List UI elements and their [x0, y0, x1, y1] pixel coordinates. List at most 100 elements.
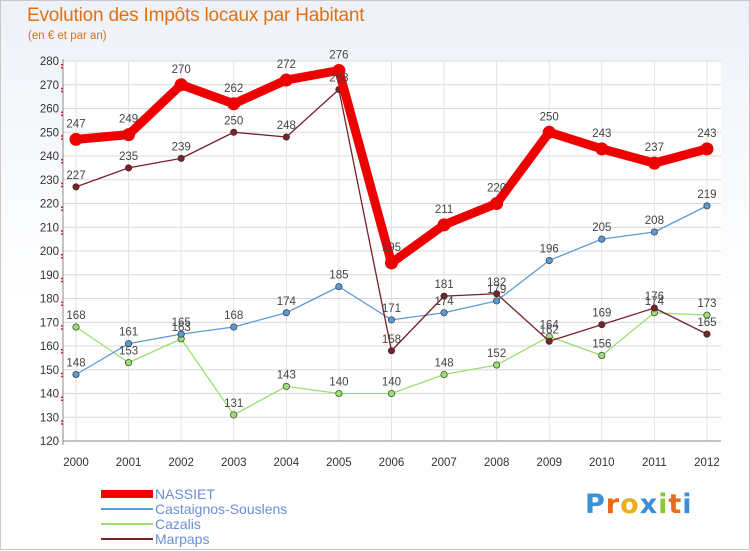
data-point — [598, 235, 606, 243]
data-point — [598, 351, 606, 360]
data-point — [598, 321, 606, 329]
y-axis-dot — [61, 67, 63, 69]
data-label: 268 — [329, 73, 348, 85]
data-point — [282, 382, 290, 390]
x-tick-label: 2008 — [484, 457, 510, 469]
data-point — [490, 197, 504, 210]
y-axis-dot — [61, 182, 63, 185]
data-label: 195 — [382, 242, 401, 254]
data-label: 237 — [645, 142, 664, 154]
logo-letter: i — [658, 489, 669, 520]
y-tick-label: 140 — [40, 389, 59, 401]
data-label: 148 — [434, 358, 453, 370]
y-tick-label: 190 — [40, 270, 59, 282]
data-label: 174 — [434, 296, 454, 308]
data-point — [545, 337, 553, 345]
data-point — [230, 323, 238, 331]
logo-letter: i — [682, 489, 693, 520]
chart-title: Evolution des Impôts locaux par Habitant — [27, 5, 365, 26]
data-point — [177, 330, 185, 338]
proxiti-logo: Proxiti — [585, 489, 693, 520]
y-tick-label: 160 — [40, 341, 59, 353]
data-label: 219 — [697, 189, 716, 201]
data-point — [437, 218, 451, 232]
data-point — [703, 311, 711, 319]
x-tick-label: 2003 — [221, 457, 247, 469]
y-axis-dot — [61, 423, 63, 425]
x-tick-label: 2002 — [168, 457, 194, 469]
chart-subtitle: (en € et par an) — [28, 30, 107, 42]
data-point — [647, 156, 661, 170]
data-label: 162 — [540, 324, 559, 336]
data-label: 235 — [119, 151, 138, 163]
logo-letter: o — [620, 489, 640, 520]
y-axis-dot — [61, 372, 63, 375]
legend-swatch — [101, 490, 153, 498]
data-point — [125, 340, 133, 348]
data-point — [440, 292, 448, 300]
data-point — [650, 228, 658, 236]
x-tick-label: 2004 — [274, 457, 300, 469]
y-axis-dot — [61, 257, 63, 259]
y-axis-dot — [61, 138, 63, 140]
y-tick-label: 170 — [40, 317, 59, 329]
data-label: 250 — [540, 111, 559, 123]
data-label: 181 — [434, 279, 453, 291]
data-label: 168 — [66, 310, 85, 322]
x-tick-label: 2006 — [379, 457, 405, 469]
y-axis-dot — [61, 420, 63, 422]
data-label: 173 — [697, 298, 716, 310]
logo-letter: r — [605, 489, 621, 520]
x-tick-label: 2005 — [326, 457, 352, 469]
data-label: 140 — [382, 377, 401, 389]
data-point — [72, 370, 80, 379]
data-label: 272 — [277, 59, 296, 71]
y-axis-dot — [61, 375, 63, 378]
data-label: 211 — [435, 204, 453, 216]
data-point — [440, 309, 448, 317]
legend-label: Castaignos-Souslens — [155, 501, 288, 517]
data-label: 169 — [592, 308, 611, 320]
logo-letter: x — [639, 489, 659, 520]
legend-label: Marpaps — [155, 531, 210, 547]
data-point — [230, 411, 238, 419]
data-point — [125, 359, 133, 367]
data-label: 176 — [645, 291, 664, 303]
data-label: 158 — [382, 334, 401, 346]
y-tick-label: 210 — [40, 222, 59, 234]
data-label: 164 — [540, 320, 560, 332]
x-tick-label: 2012 — [694, 457, 720, 469]
x-tick-label: 2009 — [536, 457, 562, 469]
y-tick-label: 150 — [40, 365, 59, 377]
y-axis-dot — [61, 159, 63, 161]
legend-label: NASSIET — [155, 486, 215, 502]
data-point — [332, 64, 346, 77]
data-label: 131 — [224, 398, 243, 410]
y-axis-dot — [61, 325, 63, 327]
y-axis-dot — [61, 209, 63, 211]
data-point — [282, 133, 290, 141]
data-label: 220 — [487, 183, 506, 195]
data-point — [387, 316, 396, 324]
y-axis-dot — [61, 352, 63, 354]
data-point — [72, 183, 80, 191]
data-label: 185 — [329, 270, 348, 282]
data-point — [177, 154, 185, 162]
data-label: 243 — [697, 128, 716, 140]
x-tick-label: 2007 — [431, 457, 457, 469]
logo-letter: P — [585, 489, 606, 520]
data-point — [125, 164, 133, 172]
y-axis-dot — [61, 111, 63, 113]
data-point — [595, 142, 609, 156]
y-axis-dot — [61, 233, 63, 235]
x-tick-label: 2011 — [642, 457, 667, 469]
y-axis-dot — [61, 135, 63, 137]
y-axis-dot — [61, 349, 63, 351]
data-point — [493, 361, 501, 369]
y-tick-label: 240 — [40, 151, 59, 163]
data-point — [493, 290, 501, 298]
data-label: 270 — [172, 64, 191, 76]
data-label: 165 — [697, 317, 716, 329]
y-axis-dot — [61, 301, 63, 303]
